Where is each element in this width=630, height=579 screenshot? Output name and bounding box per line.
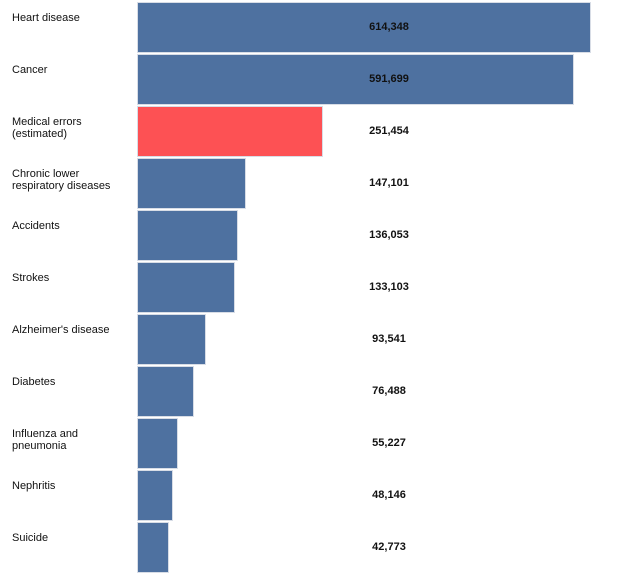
value-label: 591,699 [369, 73, 409, 85]
value-label: 48,146 [372, 489, 406, 501]
category-label: Nephritis [12, 480, 56, 492]
category-label: Influenza and pneumonia [12, 428, 79, 452]
value-label: 251,454 [369, 125, 409, 137]
category-label: Accidents [12, 220, 60, 232]
bar [137, 158, 246, 209]
bar [137, 210, 238, 261]
value-label: 42,773 [372, 541, 406, 553]
value-label: 93,541 [372, 333, 406, 345]
category-label: Heart disease [12, 12, 80, 24]
category-label: Suicide [12, 532, 49, 544]
bar [137, 54, 575, 105]
bar [137, 418, 178, 469]
bar [137, 366, 194, 417]
category-label: Diabetes [12, 376, 56, 388]
category-label: Cancer [12, 64, 48, 76]
category-label: Chronic lower respiratory diseases [12, 168, 111, 192]
bar [137, 262, 236, 313]
bar [137, 470, 173, 521]
category-label: Alzheimer's disease [12, 324, 110, 336]
value-label: 147,101 [369, 177, 409, 189]
value-label: 133,103 [369, 281, 409, 293]
bar [137, 314, 207, 365]
category-label: Medical errors (estimated) [12, 116, 82, 140]
category-label: Strokes [12, 272, 50, 284]
value-label: 55,227 [372, 437, 406, 449]
bar [137, 2, 591, 53]
value-label: 76,488 [372, 385, 406, 397]
value-label: 136,053 [369, 229, 409, 241]
bar [137, 522, 169, 573]
bar [137, 106, 323, 157]
value-label: 614,348 [369, 21, 409, 33]
